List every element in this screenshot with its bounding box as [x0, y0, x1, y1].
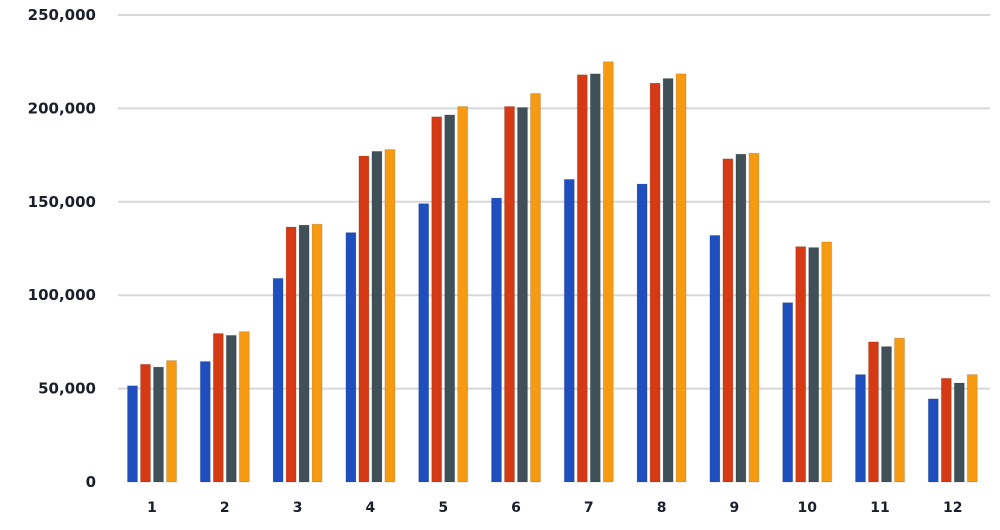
bar: [709, 234, 721, 483]
bar: [748, 152, 760, 483]
bar: [576, 74, 588, 483]
bar: [225, 334, 237, 483]
bar: [589, 73, 601, 483]
bar: [127, 385, 138, 483]
x-axis-ticks: 1 2 3 4 5 6 7 8 9 10 11 12: [147, 500, 962, 516]
bar: [636, 183, 648, 483]
x-tick-label: 3: [293, 500, 303, 516]
x-tick-label: 9: [730, 500, 740, 516]
bar: [517, 106, 528, 483]
x-tick-label: 4: [366, 500, 376, 516]
x-tick-label: 5: [438, 500, 448, 516]
bar: [504, 106, 515, 483]
bar: [272, 277, 284, 483]
bar: [782, 302, 794, 483]
bar: [311, 223, 323, 483]
bar: [735, 153, 747, 483]
y-tick-label: 200,000: [28, 99, 96, 117]
bar: [675, 73, 687, 483]
bar: [808, 247, 820, 483]
x-tick-label: 12: [943, 500, 962, 516]
bar: [881, 346, 892, 483]
y-tick-label: 150,000: [28, 193, 96, 211]
y-tick-label: 0: [86, 473, 96, 491]
bar: [966, 374, 978, 483]
bar: [821, 241, 833, 483]
bar: [238, 331, 250, 483]
bars: [127, 61, 978, 483]
y-tick-label: 100,000: [28, 286, 96, 304]
bar: [894, 337, 905, 483]
bar: [166, 360, 177, 483]
bar: [212, 332, 224, 483]
bar: [140, 363, 151, 483]
bar: [662, 78, 674, 483]
bar: [444, 114, 456, 483]
x-tick-label: 2: [220, 500, 230, 516]
x-tick-label: 7: [584, 500, 594, 516]
bar: [795, 246, 807, 483]
x-tick-label: 10: [797, 500, 817, 516]
bar: [358, 155, 370, 483]
bar: [371, 150, 383, 483]
bar: [868, 341, 879, 483]
bar: [285, 226, 297, 483]
bar: [457, 106, 469, 483]
x-tick-label: 1: [147, 500, 157, 516]
bar: [298, 224, 310, 483]
bar: [431, 116, 443, 483]
bar: [491, 197, 502, 483]
gridlines: [118, 14, 990, 390]
bar: [649, 82, 661, 483]
bar: [602, 61, 614, 483]
bar: [953, 382, 965, 483]
bar: [722, 158, 734, 483]
y-axis-ticks: 0 50,000 100,000 150,000 200,000 250,000: [28, 6, 96, 491]
bar: [940, 377, 952, 483]
bar: [153, 366, 164, 483]
y-tick-label: 250,000: [28, 6, 96, 24]
bar: [927, 398, 939, 483]
x-tick-label: 11: [870, 500, 889, 516]
bar: [384, 148, 396, 483]
y-tick-label: 50,000: [38, 380, 96, 398]
bar: [563, 178, 575, 483]
bar: [855, 374, 866, 483]
x-tick-label: 6: [511, 500, 521, 516]
bar: [345, 232, 357, 483]
bar: [418, 203, 430, 483]
bar: [530, 92, 541, 483]
bar: [199, 361, 211, 483]
x-tick-label: 8: [657, 500, 667, 516]
